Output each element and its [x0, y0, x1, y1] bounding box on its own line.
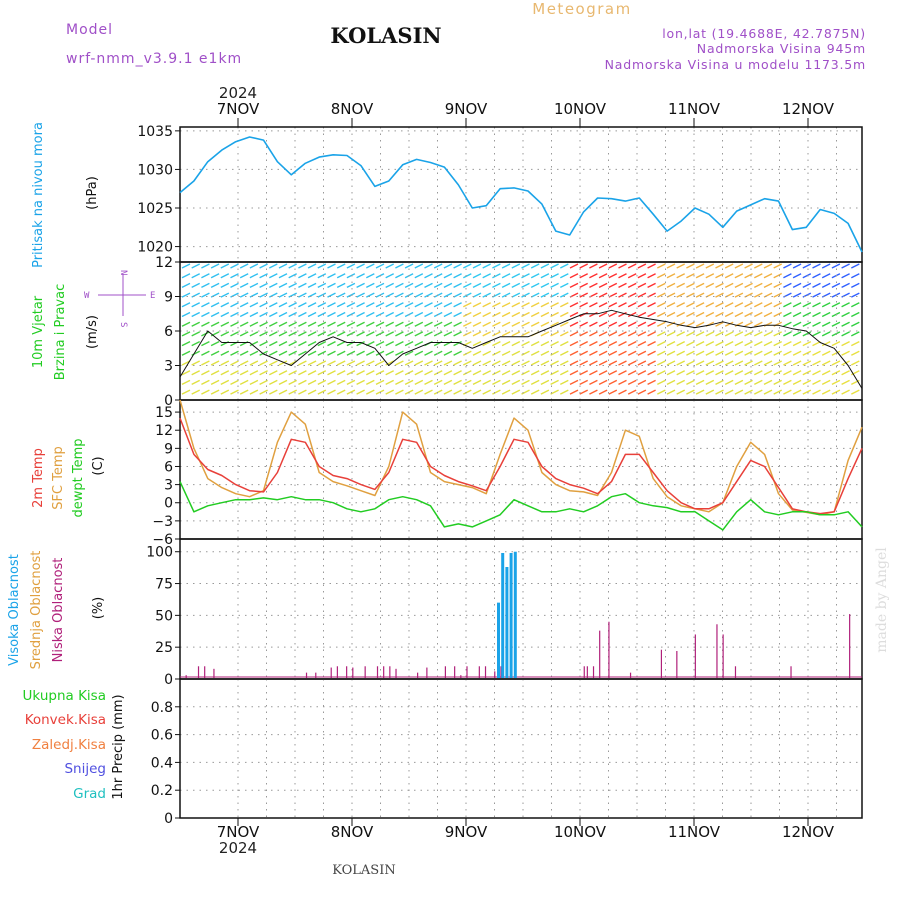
ytick-clouds-1: 25 — [155, 640, 173, 656]
panel-precip: 0 0.2 0.4 0.6 0.8 — [151, 678, 863, 827]
xtick-top-1: 8NOV — [331, 100, 374, 118]
sfc-temp-line — [179, 399, 863, 516]
pressure-ylabel-main: Pritisak na nivou mora — [31, 122, 46, 268]
temp-ylabel-3: dewpt Temp — [71, 438, 86, 517]
ytick-temperature-5: 9 — [164, 441, 173, 457]
year-top: 2024 — [219, 84, 257, 102]
xtick-bottom-3: 10NOV — [554, 823, 607, 841]
footer-station: KOLASIN — [332, 863, 395, 878]
cloud-ylabel-2: Srednja Oblacnost — [29, 551, 44, 670]
ytick-clouds-2: 50 — [155, 608, 173, 624]
ytick-temperature-0: −6 — [152, 532, 173, 548]
ytick-clouds-4: 100 — [146, 545, 173, 561]
ytick-pressure-2: 1030 — [137, 162, 173, 178]
panel-temperature: −6 −3 0 3 6 9 12 15 — [152, 399, 863, 548]
high-cloud-bar — [509, 553, 513, 678]
ytick-precip-0: 0 — [164, 811, 173, 827]
xtick-bottom-0: 7NOV — [217, 823, 260, 841]
cloud-ylabel-unit: (%) — [91, 597, 106, 620]
xtick-top-4: 11NOV — [668, 100, 721, 118]
pressure-line — [179, 136, 863, 253]
xtick-bottom-1: 8NOV — [331, 823, 374, 841]
cloud-ylabel-1: Visoka Oblacnost — [7, 554, 22, 666]
high-cloud-bar — [497, 602, 500, 678]
ytick-temperature-2: 0 — [164, 496, 173, 512]
meteogram-title: Meteogram — [532, 0, 631, 18]
xtick-top-5: 12NOV — [782, 100, 835, 118]
station-title: KOLASIN — [330, 23, 441, 48]
ytick-temperature-6: 12 — [155, 423, 173, 439]
ytick-clouds-0: 0 — [164, 672, 173, 688]
ytick-pressure-1: 1025 — [137, 201, 173, 217]
ytick-clouds-3: 75 — [155, 577, 173, 593]
model-elevation-label: Nadmorska Visina u modelu 1173.5m — [605, 57, 866, 72]
ytick-temperature-7: 15 — [155, 405, 173, 421]
compass-w: W — [84, 291, 90, 301]
temp-2m-line — [179, 417, 863, 515]
panel-pressure: 1020 1025 1030 1035 — [137, 124, 863, 263]
precip-ylabel: 1hr Precip (mm) — [111, 694, 126, 799]
ytick-precip-3: 0.6 — [151, 728, 173, 744]
temp-ylabel-1: 2m Temp — [31, 448, 46, 508]
model-label: Model — [66, 22, 113, 38]
legend-snijeg: Snijeg — [64, 761, 106, 777]
dewpt-line — [179, 481, 863, 531]
wind-ylabel-1: 10m Vjetar — [31, 295, 46, 368]
ytick-precip-2: 0.4 — [151, 755, 173, 771]
ytick-pressure-3: 1035 — [137, 124, 173, 140]
ytick-temperature-3: 3 — [164, 478, 173, 494]
ytick-wind-1: 3 — [164, 359, 173, 375]
xtick-top-0: 7NOV — [217, 100, 260, 118]
legend-zaledj-kisa: Zaledj.Kisa — [32, 737, 106, 753]
lonlat-label: lon,lat (19.4688E, 42.7875N) — [662, 26, 866, 41]
cloud-ylabel-3: Niska Oblacnost — [51, 558, 66, 663]
compass-n: N — [118, 270, 128, 275]
ytick-wind-2: 6 — [164, 324, 173, 340]
temp-ylabel-2: SFC Temp — [51, 446, 66, 510]
ytick-pressure-0: 1020 — [137, 240, 173, 256]
ytick-temperature-4: 6 — [164, 459, 173, 475]
ytick-wind-3: 9 — [164, 290, 173, 306]
ytick-precip-4: 0.8 — [151, 700, 173, 716]
wind-speed-line — [179, 309, 863, 389]
wind-ylabel-unit: (m/s) — [85, 315, 100, 349]
legend-ukupna-kisa: Ukupna Kisa — [23, 688, 106, 704]
watermark: made by Angel — [874, 547, 890, 653]
elevation-label: Nadmorska Visina 945m — [697, 41, 866, 56]
pressure-ylabel-unit: (hPa) — [85, 176, 100, 210]
ytick-precip-1: 0.2 — [151, 783, 173, 799]
xtick-bottom-5: 12NOV — [782, 823, 835, 841]
ytick-temperature-1: −3 — [152, 514, 173, 530]
wind-ylabel-2: Brzina i Pravac — [53, 284, 68, 381]
compass-icon: W E N S — [84, 270, 155, 327]
xtick-top-2: 9NOV — [445, 100, 488, 118]
year-bottom: 2024 — [219, 839, 257, 857]
temp-ylabel-unit: (C) — [91, 456, 106, 475]
high-cloud-bar — [501, 553, 505, 678]
xtick-bottom-2: 9NOV — [445, 823, 488, 841]
wind-barbs-field — [181, 263, 860, 395]
high-cloud-bar — [513, 551, 517, 678]
high-cloud-bar — [505, 567, 509, 678]
legend-grad: Grad — [73, 786, 106, 802]
xtick-top-3: 10NOV — [554, 100, 607, 118]
legend-konvek-kisa: Konvek.Kisa — [25, 712, 106, 728]
ytick-wind-4: 12 — [155, 255, 173, 271]
compass-e: E — [150, 291, 155, 301]
xtick-bottom-4: 11NOV — [668, 823, 721, 841]
compass-s: S — [118, 322, 128, 327]
panel-clouds: 0 25 50 75 100 — [146, 538, 863, 688]
model-name: wrf-nmm_v3.9.1 e1km — [66, 51, 242, 67]
ytick-wind-0: 0 — [164, 393, 173, 409]
